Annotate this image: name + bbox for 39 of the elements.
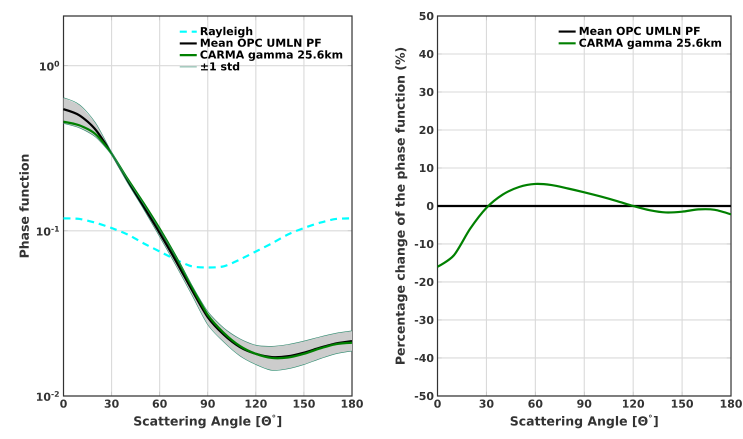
x-tick-label: 90 (577, 400, 592, 408)
y-tick-label: 0 (426, 202, 434, 210)
x-tick-label: 150 (672, 400, 693, 408)
y-tick-label: 50 (420, 12, 434, 20)
legend-label: Rayleigh (200, 26, 252, 38)
legend-label: CARMA gamma 25.6km (579, 38, 722, 50)
x-axis-title: Scattering Angle [Θ$^{°}$] (510, 414, 658, 428)
x-axis-title: Scattering Angle [Θ$^{°}$] (134, 414, 282, 428)
x-tick-label: 0 (60, 400, 67, 408)
x-tick-label: 30 (104, 400, 119, 408)
x-tick-label: 180 (720, 400, 742, 408)
x-tick-label: 150 (294, 400, 315, 408)
legend-label: Mean OPC UMLN PF (200, 38, 321, 47)
legend-label: CARMA gamma 25.6km (200, 50, 342, 61)
y-tick-label: -30 (414, 316, 434, 324)
y-tick-label: -20 (414, 278, 434, 286)
y-tick-label: -40 (414, 354, 434, 362)
y-axis-title: Phase function (19, 154, 29, 258)
x-tick-label: 120 (622, 400, 644, 408)
y-tick-label: 10 (420, 164, 434, 172)
y-axis-title: Percentage change of the phase function (%) (395, 48, 408, 364)
y-tick-label: 10$^{-2}$ (36, 391, 59, 401)
x-tick-label: 90 (200, 400, 215, 408)
y-tick-label: -50 (414, 392, 434, 400)
x-tick-label: 60 (528, 400, 542, 408)
y-tick-label: 20 (420, 126, 434, 134)
y-tick-label: 30 (419, 88, 434, 96)
x-tick-label: 180 (342, 400, 363, 408)
y-tick-label: 10$^{-1}$ (36, 226, 59, 236)
y-tick-label: -10 (414, 240, 434, 248)
x-tick-label: 0 (434, 400, 441, 408)
y-tick-label: 40 (419, 50, 434, 58)
y-tick-label: 10$^{0}$ (40, 60, 60, 71)
legend-label: Mean OPC UMLN PF (580, 26, 700, 36)
line-series (438, 182, 732, 268)
x-tick-label: 120 (246, 400, 267, 408)
x-tick-label: 60 (152, 400, 167, 408)
legend-label: ±1 std (201, 62, 240, 71)
x-tick-label: 30 (480, 400, 494, 408)
